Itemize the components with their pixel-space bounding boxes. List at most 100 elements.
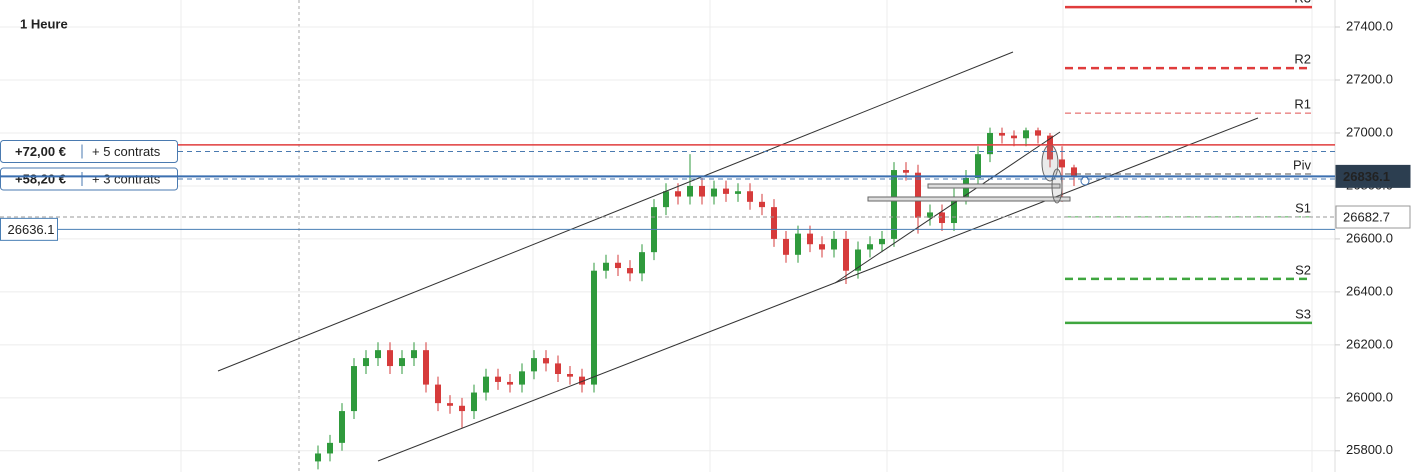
y-tick-label: 27400.0	[1346, 18, 1393, 33]
candle-body	[459, 405, 465, 412]
pivot-label: R3	[1294, 0, 1311, 6]
candle-body	[1059, 159, 1065, 168]
candle-body	[663, 191, 669, 208]
drawings	[217, 51, 1259, 462]
candle-body	[675, 191, 681, 197]
candle-body	[603, 262, 609, 271]
candle-body	[567, 373, 573, 377]
price-chip	[1335, 164, 1411, 188]
candle-body	[843, 238, 849, 271]
candle-body	[903, 170, 909, 173]
price-chip	[1335, 205, 1411, 229]
candle-body	[987, 132, 993, 155]
y-tick-label: 26600.0	[1346, 230, 1393, 245]
candle-body	[879, 238, 885, 245]
candle-body	[807, 233, 813, 245]
candle-body	[543, 358, 549, 364]
chart-title: 1 Heure	[20, 16, 68, 31]
candle-body	[1011, 135, 1017, 139]
price-chip-label: 26636.1	[8, 222, 55, 237]
candle-body	[375, 350, 381, 359]
candle-body	[507, 381, 513, 385]
candle-body	[687, 185, 693, 197]
candle-body	[795, 233, 801, 255]
candle-body	[639, 252, 645, 274]
candle-body	[327, 442, 333, 454]
candle-body	[759, 201, 765, 208]
zone	[927, 183, 1061, 189]
grid	[0, 0, 1335, 472]
candle-body	[855, 249, 861, 271]
candle-body	[927, 212, 933, 218]
candle-body	[495, 376, 501, 382]
candle-body	[435, 384, 441, 404]
candle-body	[1023, 130, 1029, 139]
candle-body	[1071, 167, 1077, 177]
price-chip-label: 26836.1	[1343, 169, 1390, 184]
candle-body	[351, 366, 357, 412]
candle-body	[387, 350, 393, 367]
y-tick-label: 26000.0	[1346, 389, 1393, 404]
candle-body	[819, 244, 825, 250]
candle-body	[999, 132, 1005, 136]
plot	[315, 127, 1077, 470]
candle-body	[939, 212, 945, 224]
candle-body	[579, 376, 585, 385]
position-box	[0, 167, 178, 191]
candle-body	[423, 350, 429, 385]
candle-body	[747, 191, 753, 202]
position-pnl: +58,20 €	[15, 171, 66, 186]
candle-body	[471, 392, 477, 412]
candle-body	[867, 244, 873, 250]
position-pnl: +72,00 €	[15, 144, 66, 159]
candle-body	[711, 188, 717, 197]
y-tick-label: 27200.0	[1346, 71, 1393, 86]
price-chip-label: 26682.7	[1343, 209, 1390, 224]
candle-body	[723, 188, 729, 194]
trend-line	[834, 131, 1061, 284]
candle-body	[363, 358, 369, 367]
candle-body	[951, 196, 957, 224]
candle-body	[771, 207, 777, 239]
pivot-label: Piv	[1293, 157, 1312, 172]
candle-body	[339, 411, 345, 443]
price-chip	[0, 217, 58, 241]
candle-body	[783, 238, 789, 255]
trend-line	[377, 117, 1259, 462]
candle-body	[891, 170, 897, 239]
candle-body	[1035, 130, 1041, 136]
candle-body	[735, 191, 741, 194]
candle-body	[519, 371, 525, 385]
pivot-label: R2	[1294, 52, 1311, 67]
position-contracts: + 5 contrats	[92, 144, 161, 159]
candle-body	[411, 350, 417, 359]
pivot-label: R1	[1294, 97, 1311, 112]
y-tick-label: 26200.0	[1346, 336, 1393, 351]
y-tick-label: 26400.0	[1346, 283, 1393, 298]
zone	[867, 196, 1071, 202]
candle-body	[615, 262, 621, 269]
candle-body	[831, 238, 837, 250]
candle-body	[975, 154, 981, 178]
candle-body	[555, 363, 561, 374]
pivot-label: S2	[1295, 262, 1311, 277]
candle-body	[627, 268, 633, 274]
position-contracts: + 3 contrats	[92, 171, 161, 186]
candle-body	[591, 270, 597, 385]
y-tick-label: 27000.0	[1346, 124, 1393, 139]
highlight	[1051, 168, 1063, 204]
price-handle	[1080, 176, 1090, 186]
candle-body	[399, 358, 405, 367]
candle-body	[531, 358, 537, 372]
candle-body	[315, 453, 321, 462]
candle-body	[447, 403, 453, 406]
pivot-label: S1	[1295, 200, 1311, 215]
position-box	[0, 140, 178, 164]
candle-body	[915, 172, 921, 218]
candle-body	[483, 376, 489, 393]
candle-body	[1047, 135, 1053, 160]
y-tick-label: 25800.0	[1346, 442, 1393, 457]
candle-body	[699, 185, 705, 197]
